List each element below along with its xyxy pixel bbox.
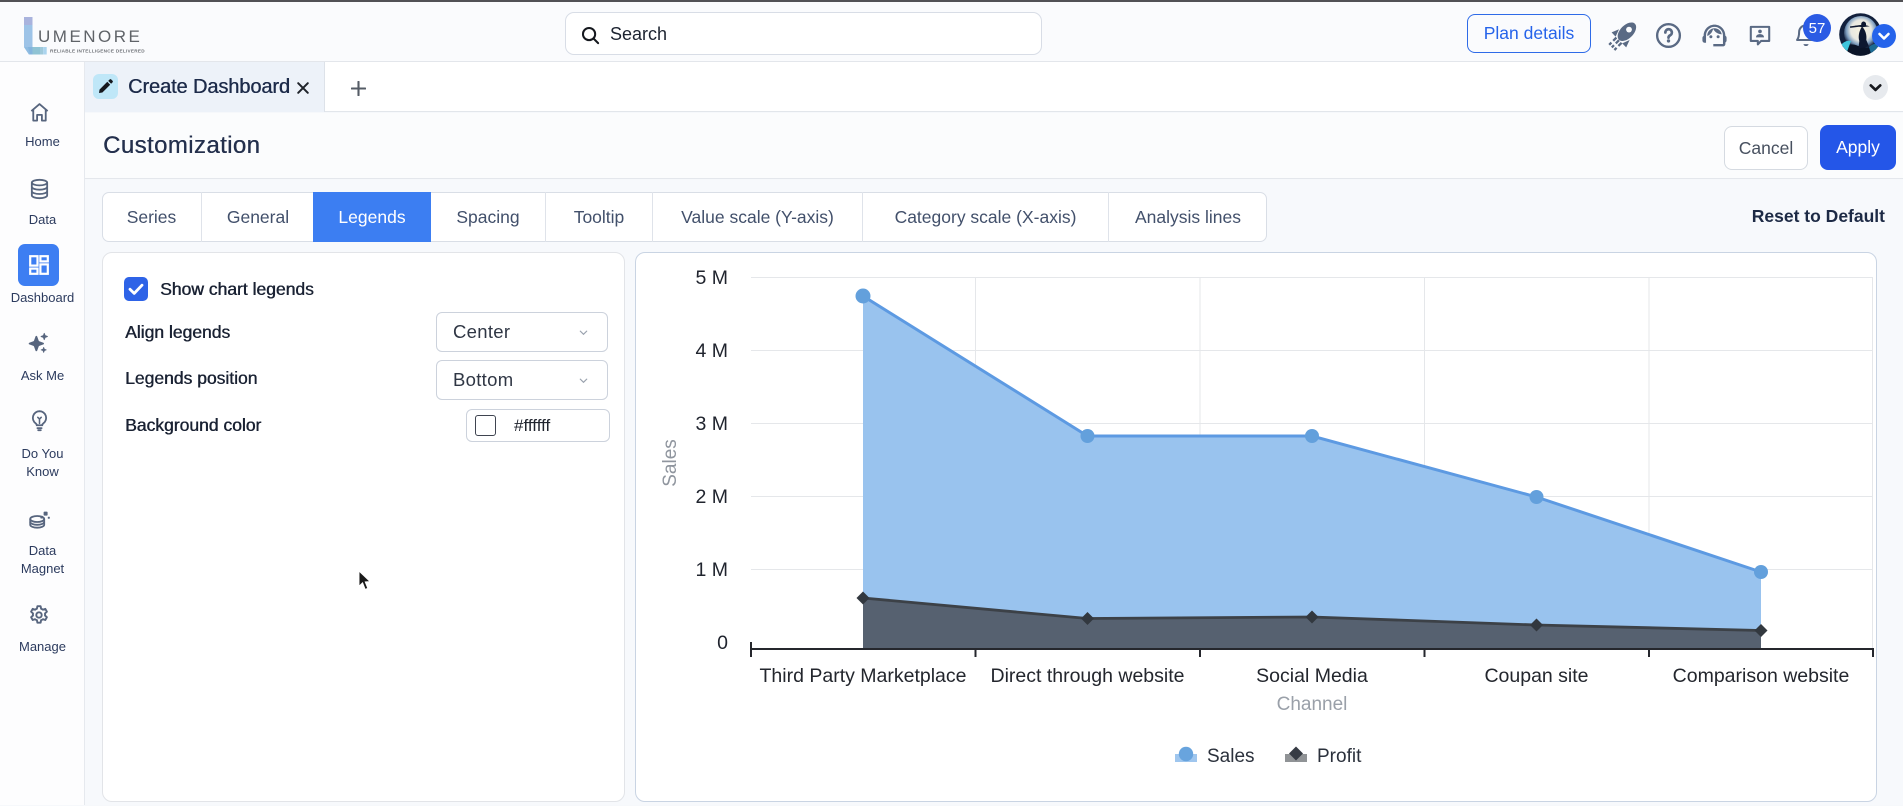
svg-text:Comparison website: Comparison website (1673, 665, 1850, 687)
svg-text:1 M: 1 M (695, 559, 728, 581)
svg-text:Sales: Sales (1207, 746, 1255, 767)
svg-text:Profit: Profit (1317, 746, 1362, 767)
svg-text:3 M: 3 M (695, 413, 728, 435)
svg-text:Coupan site: Coupan site (1484, 665, 1588, 687)
svg-text:0: 0 (717, 632, 728, 654)
svg-text:2 M: 2 M (695, 486, 728, 508)
svg-text:4 M: 4 M (695, 340, 728, 362)
svg-text:Direct through website: Direct through website (990, 665, 1184, 687)
svg-text:Channel: Channel (1277, 694, 1348, 715)
svg-text:Third Party Marketplace: Third Party Marketplace (760, 665, 967, 687)
svg-text:UMENORE: UMENORE (38, 27, 142, 46)
svg-text:Social Media: Social Media (1256, 665, 1368, 687)
svg-text:RELIABLE INTELLIGENCE DELIVERE: RELIABLE INTELLIGENCE DELIVERED (50, 49, 145, 54)
svg-text:5 M: 5 M (695, 267, 728, 289)
svg-text:Sales: Sales (660, 439, 681, 487)
